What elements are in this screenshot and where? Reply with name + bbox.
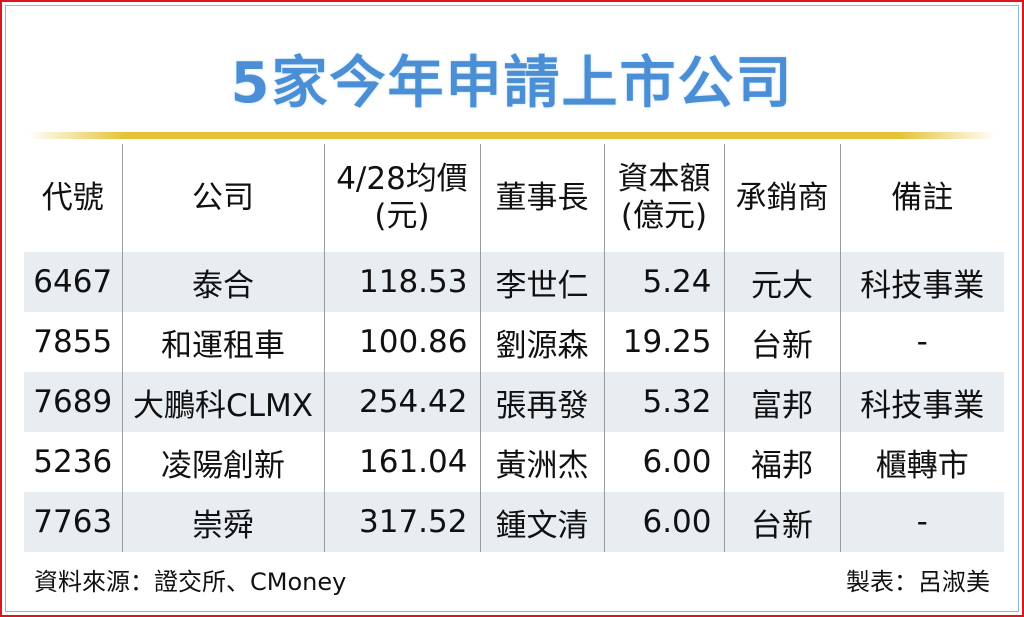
column-header: 公司 <box>121 144 324 252</box>
table-header: 代號 公司 4/28均價 (元) 董事長 資本額 (億元) 承銷商 備註 <box>24 144 1004 252</box>
table-cell: 254.42 <box>323 372 480 432</box>
table-row: 6467 泰合 118.53 李世仁 5.24 元大 科技事業 <box>24 252 1004 312</box>
ipo-table: 代號 公司 4/28均價 (元) 董事長 資本額 (億元) 承銷商 備註 6467 泰合 118… <box>24 144 1004 552</box>
title-divider <box>28 132 996 139</box>
column-header: 承銷商 <box>723 144 840 252</box>
column-header: 備註 <box>839 144 1004 252</box>
table-cell: 6.00 <box>603 492 724 552</box>
table-cell: 張再發 <box>479 372 604 432</box>
table-cell: 5236 <box>33 444 113 480</box>
table-cell: 泰合 <box>121 252 324 312</box>
table-cell: 大鵬科CLMX <box>121 372 324 432</box>
table-cell: 6.00 <box>603 432 724 492</box>
table-cell: 富邦 <box>723 372 840 432</box>
table-cell: 7763 <box>24 492 122 552</box>
table-cell: 元大 <box>723 252 840 312</box>
table-row: 7689 大鵬科CLMX 254.42 張再發 5.32 富邦 科技事業 <box>24 372 1004 432</box>
inner-border <box>5 5 1019 612</box>
column-header: 代號 <box>41 179 104 216</box>
table-cell: 崇舜 <box>121 492 324 552</box>
table-cell: 李世仁 <box>479 252 604 312</box>
table-cell: 鍾文清 <box>479 492 604 552</box>
table-cell: 161.04 <box>323 432 480 492</box>
table-cell: 科技事業 <box>839 252 1004 312</box>
table-cell: 劉源森 <box>479 312 604 372</box>
table-cell: 台新 <box>723 312 840 372</box>
table-cell: 5.32 <box>603 372 724 432</box>
table-cell: 118.53 <box>323 252 480 312</box>
table-cell: 7689 <box>24 372 122 432</box>
table-cell: 凌陽創新 <box>121 432 324 492</box>
table-cell: 7855 <box>33 324 113 360</box>
source-note: 資料來源：證交所、CMoney <box>34 568 347 596</box>
table-cell: - <box>839 492 1004 552</box>
table-cell: 5.24 <box>603 252 724 312</box>
table-row: 7855 和運租車 100.86 劉源森 19.25 台新 - <box>24 312 1004 372</box>
table-cell: 黃洲杰 <box>479 432 604 492</box>
table-cell: 福邦 <box>723 432 840 492</box>
column-header: 董事長 <box>479 144 604 252</box>
maker-note: 製表：呂淑美 <box>846 568 990 596</box>
table-cell: 櫃轉市 <box>839 432 1004 492</box>
table-cell: 和運租車 <box>121 312 324 372</box>
page-title: 5家今年申請上市公司 <box>230 51 794 116</box>
table-cell: 6467 <box>24 252 122 312</box>
table-cell: 317.52 <box>323 492 480 552</box>
table-cell: 科技事業 <box>839 372 1004 432</box>
table-row: 5236 凌陽創新 161.04 黃洲杰 6.00 福邦 櫃轉市 <box>24 432 1004 492</box>
table-cell: - <box>839 312 1004 372</box>
table-cell: 19.25 <box>603 312 724 372</box>
table-cell: 100.86 <box>323 312 480 372</box>
column-header: 4/28均價 (元) <box>323 144 480 252</box>
table-row: 7763 崇舜 317.52 鍾文清 6.00 台新 - <box>24 492 1004 552</box>
column-header: 資本額 (億元) <box>603 144 724 252</box>
table-cell: 台新 <box>723 492 840 552</box>
